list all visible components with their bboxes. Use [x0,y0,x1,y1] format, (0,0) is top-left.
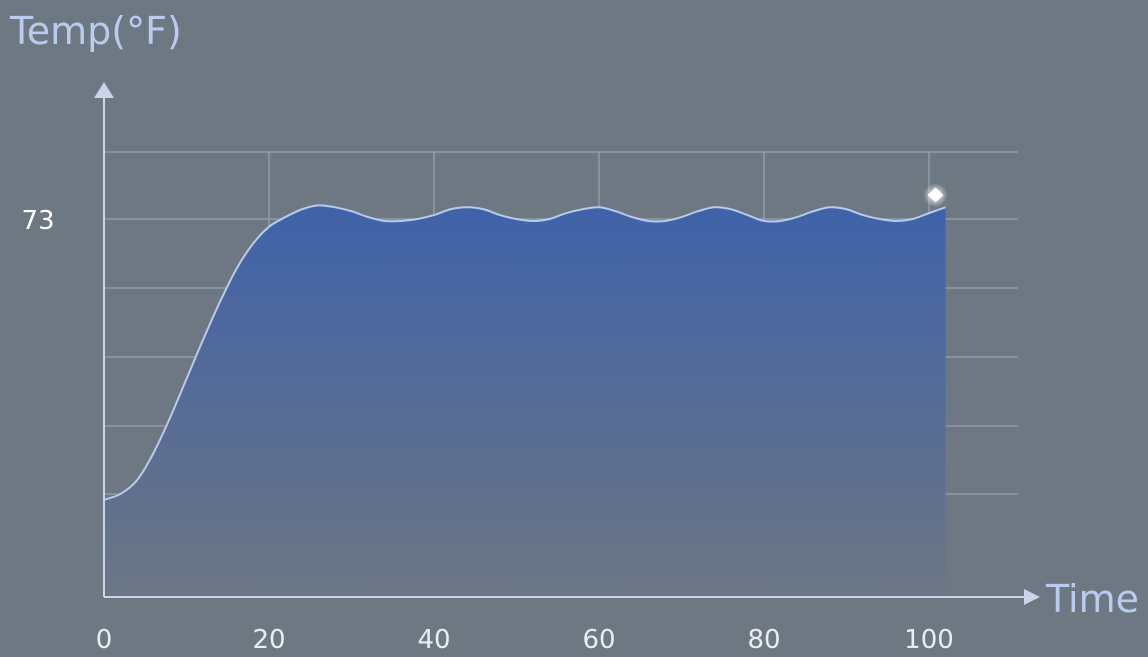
series-line [103,204,946,501]
tick-labels: 0 20 40 60 80 100 73 [21,206,953,655]
series-endpoint-marker [927,187,944,203]
x-tick-label: 20 [252,625,285,655]
x-tick-label: 60 [582,625,615,655]
chart-area-layer [103,183,948,597]
x-tick-label: 40 [417,625,450,655]
x-axis-arrow-icon [1024,589,1040,605]
y-axis-arrow-icon [94,82,114,98]
series-area [104,205,946,597]
x-tick-label: 100 [904,625,954,655]
x-tick-label: 0 [96,625,113,655]
y-tick-label: 73 [21,206,54,236]
x-tick-label: 80 [747,625,780,655]
x-axis-label: Time [1045,577,1139,621]
axes [94,82,1040,605]
y-axis-label: Temp(°F) [9,9,182,53]
